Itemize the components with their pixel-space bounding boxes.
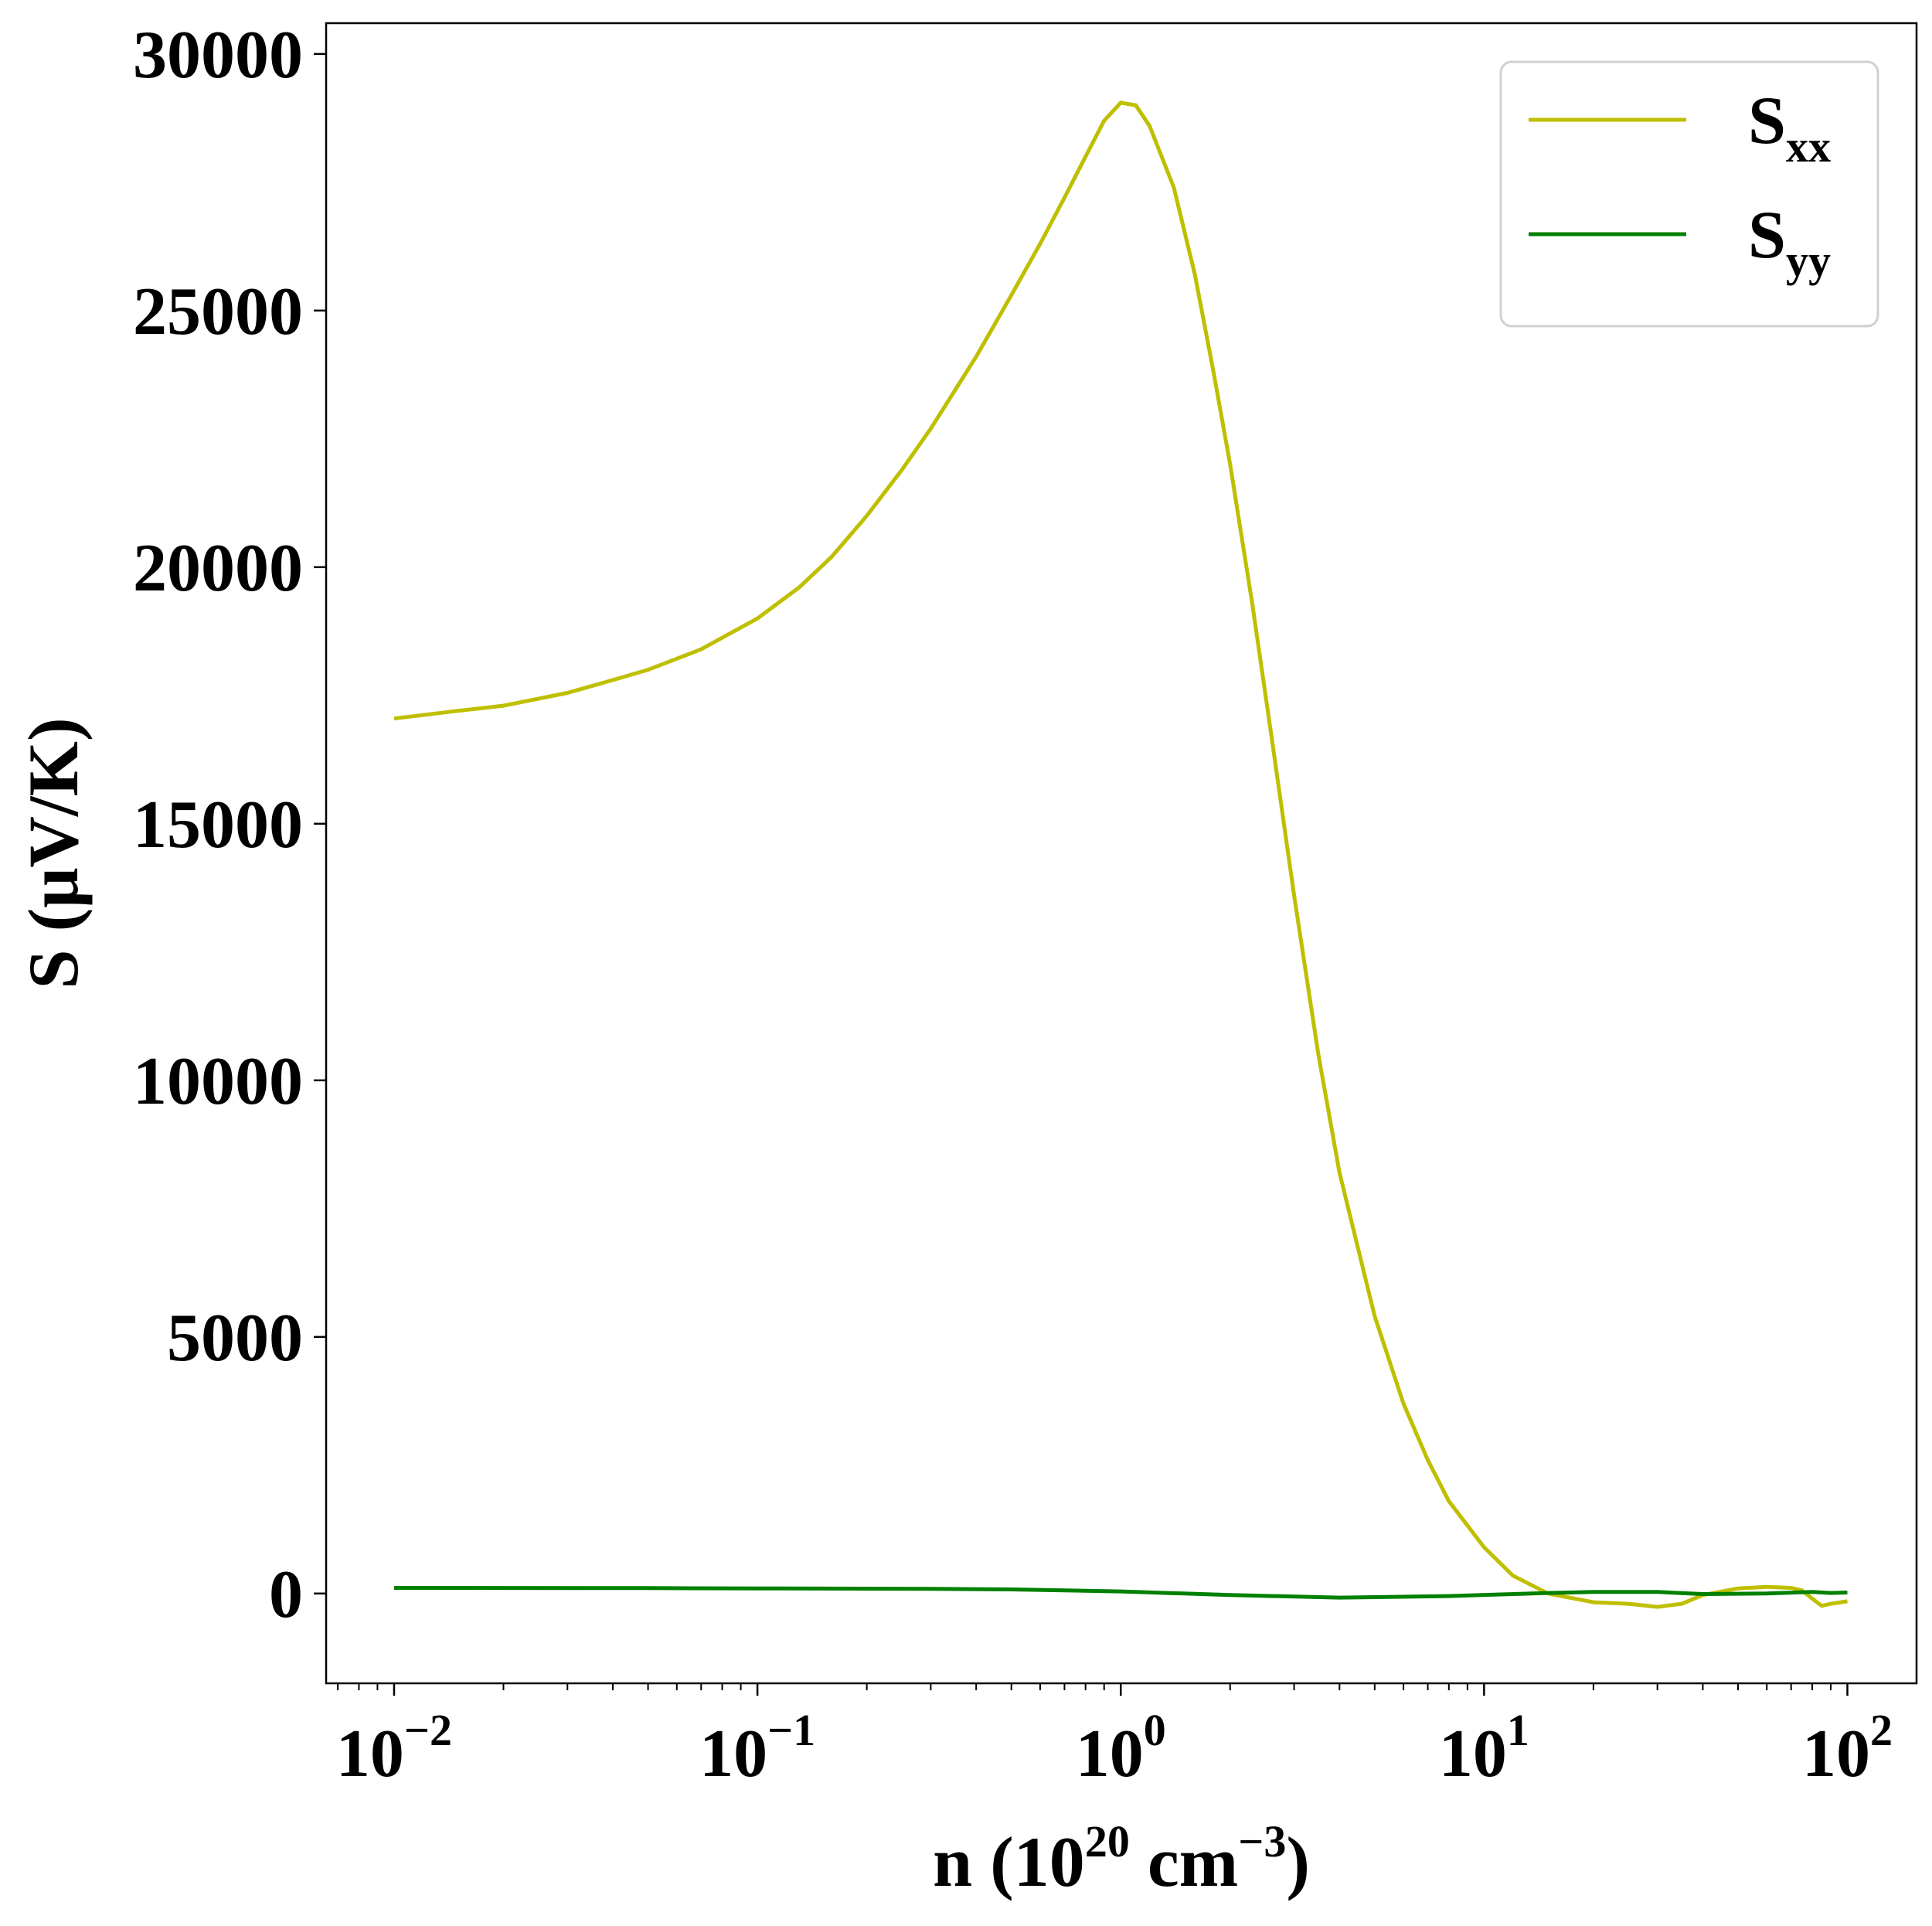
legend-entry-syy-subscript: yy: [1786, 236, 1831, 286]
y-tick-label: 20000: [133, 531, 303, 606]
y-axis-label: S (μV/K): [14, 717, 93, 989]
legend-entry-sxx: Sxx: [1748, 83, 1831, 172]
ticks-layer: 0 5000 10000 15000 20000 25000 30000 10−2 10−1 10…: [133, 18, 1893, 1792]
x-axis-label-prefix: n (10: [933, 1822, 1085, 1901]
y-tick-label: 15000: [133, 788, 303, 863]
x-tick-label: 101: [1439, 1705, 1529, 1792]
x-axis-label: n (1020 cm−3): [933, 1816, 1310, 1901]
y-tick-label: 5000: [167, 1301, 303, 1376]
legend-entry-syy: Syy: [1748, 198, 1831, 286]
plot-layer: [393, 100, 1848, 1609]
legend-box: [1499, 60, 1879, 328]
legend-entry-sxx-subscript: xx: [1786, 121, 1831, 172]
series-line-sxx: [393, 100, 1848, 1609]
y-tick-label: 25000: [133, 274, 303, 349]
x-axis-label-mid: cm: [1130, 1822, 1238, 1901]
y-tick-label: 30000: [133, 18, 303, 93]
y-tick-label: 0: [269, 1557, 303, 1632]
x-tick-label: 10−1: [699, 1705, 815, 1792]
series-line-syy: [393, 1586, 1848, 1600]
legend-entry-syy-name: S: [1748, 198, 1786, 273]
x-tick-label: 100: [1076, 1705, 1166, 1792]
x-axis-label-suffix: ): [1286, 1822, 1310, 1901]
legend-entry-sxx-name: S: [1748, 83, 1786, 158]
x-tick-label: 102: [1802, 1705, 1893, 1792]
legend: Sxx Syy: [1499, 60, 1879, 328]
x-axis-label-exponent-2: −3: [1238, 1816, 1286, 1866]
x-axis-label-exponent-1: 20: [1085, 1816, 1130, 1866]
axes-frame: [325, 22, 1918, 1685]
x-tick-label: 10−2: [336, 1705, 452, 1792]
y-tick-label: 10000: [133, 1044, 303, 1119]
